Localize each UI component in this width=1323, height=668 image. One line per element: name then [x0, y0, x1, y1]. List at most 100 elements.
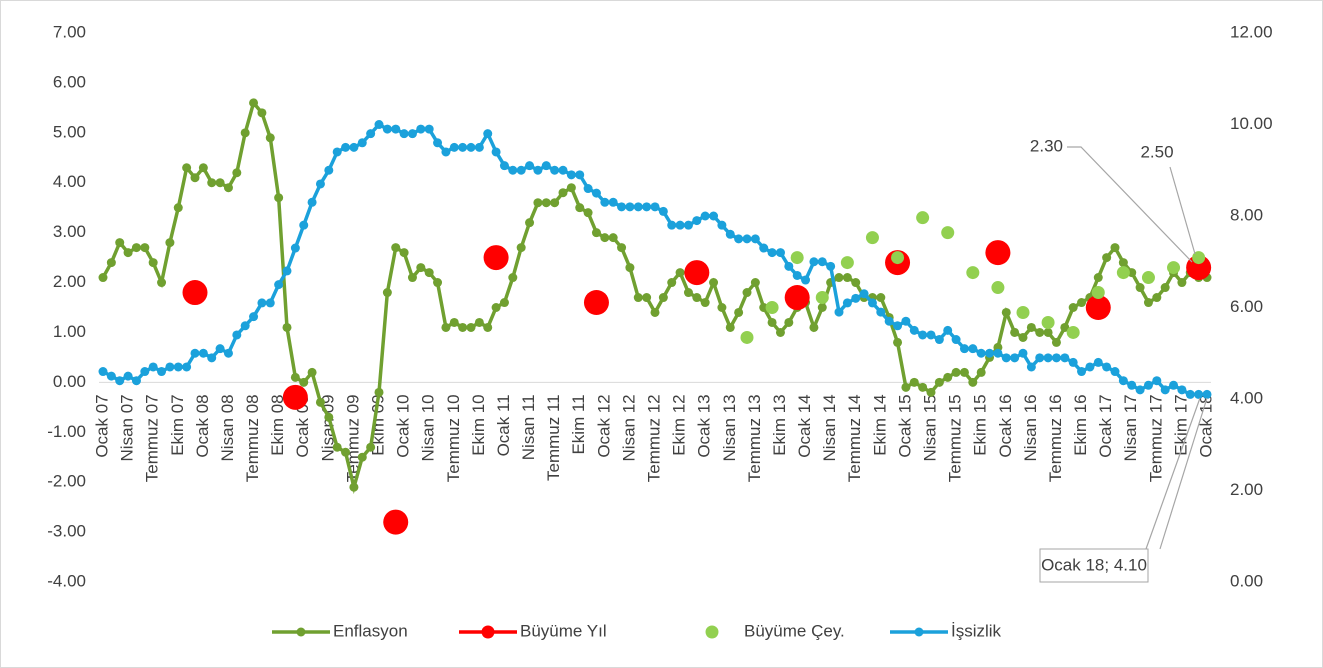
point — [1010, 327, 1020, 337]
point — [315, 179, 325, 189]
point — [667, 278, 677, 288]
x-tick-label: Ekim 13 — [770, 394, 789, 455]
point — [499, 298, 509, 308]
point — [424, 124, 434, 134]
annotation: 2.30 — [1030, 136, 1063, 155]
point — [991, 281, 1005, 295]
point — [307, 367, 317, 377]
point — [1010, 353, 1020, 363]
legend-item: Enflasyon — [272, 621, 408, 640]
point — [976, 348, 986, 358]
point — [826, 261, 836, 271]
point — [391, 243, 401, 253]
x-tick-label: Nisan 10 — [419, 394, 438, 461]
point — [667, 220, 677, 230]
point — [1001, 307, 1011, 317]
point — [1077, 298, 1087, 308]
point — [790, 251, 804, 265]
point — [1177, 385, 1187, 395]
point — [274, 193, 284, 203]
point — [633, 293, 643, 303]
point — [1018, 348, 1028, 358]
x-tick-label: Ekim 08 — [268, 394, 287, 455]
point — [441, 147, 451, 157]
x-tick-label: Ocak 12 — [594, 394, 613, 457]
annotation: 2.50 — [1140, 142, 1173, 161]
point — [1035, 327, 1045, 337]
point — [1118, 258, 1128, 268]
point — [934, 377, 944, 387]
point — [198, 348, 208, 358]
point — [1110, 367, 1120, 377]
point — [876, 293, 886, 303]
point — [1051, 353, 1061, 363]
x-tick-label: Ekim 12 — [670, 394, 689, 455]
point — [742, 234, 752, 244]
y-tick-label: -2.00 — [47, 472, 86, 491]
point — [282, 384, 308, 410]
point — [232, 330, 242, 340]
x-tick-label: Ocak 07 — [92, 394, 111, 457]
point — [909, 377, 919, 387]
series-3 — [98, 120, 1212, 399]
point — [1143, 380, 1153, 390]
point — [1186, 255, 1212, 281]
point — [1192, 251, 1206, 265]
point — [148, 362, 158, 372]
x-tick-label: Ocak 10 — [394, 394, 413, 457]
point — [1068, 357, 1078, 367]
point — [891, 251, 905, 265]
point — [541, 198, 551, 208]
point — [366, 442, 376, 452]
y-tick-label: 7.00 — [53, 22, 86, 41]
point — [349, 482, 359, 492]
x-tick-label: Nisan 14 — [820, 394, 839, 461]
point — [1093, 273, 1103, 283]
legend-label: Büyüme Yıl — [520, 621, 607, 640]
x-tick-label: Ekim 15 — [971, 394, 990, 455]
point — [709, 278, 719, 288]
point — [290, 243, 300, 253]
point — [1102, 362, 1112, 372]
point — [449, 142, 459, 152]
point — [1051, 337, 1061, 347]
point — [516, 165, 526, 175]
point — [817, 257, 827, 267]
point — [508, 165, 518, 175]
point — [600, 233, 610, 243]
point — [407, 273, 417, 283]
x-tick-label: Ocak 08 — [193, 394, 212, 457]
x-tick-label: Ekim 16 — [1071, 394, 1090, 455]
point — [182, 362, 192, 372]
point — [876, 307, 886, 317]
point — [165, 238, 175, 248]
point — [851, 293, 861, 303]
point — [926, 330, 936, 340]
point — [399, 248, 409, 258]
point — [1127, 268, 1137, 278]
point — [642, 293, 652, 303]
point — [566, 183, 576, 193]
x-tick-label: Temmuz 07 — [143, 394, 162, 482]
x-tick-label: Ocak 15 — [895, 394, 914, 457]
y-tick-label: 4.00 — [53, 172, 86, 191]
legend-item: Büyüme Çey. — [705, 621, 845, 640]
leader-line — [1067, 146, 1193, 263]
point — [993, 348, 1003, 358]
point — [474, 142, 484, 152]
point — [918, 330, 928, 340]
point — [240, 321, 250, 331]
point — [801, 275, 811, 285]
x-tick-label: Temmuz 12 — [644, 394, 663, 482]
point — [1169, 380, 1179, 390]
point — [650, 202, 660, 212]
x-tick-label: Ocak 17 — [1096, 394, 1115, 457]
point — [391, 124, 401, 134]
leader-line — [1159, 397, 1208, 550]
point — [157, 367, 167, 377]
point — [842, 273, 852, 283]
point — [1127, 380, 1137, 390]
legend-label: Enflasyon — [333, 621, 408, 640]
x-tick-label: Temmuz 17 — [1146, 394, 1165, 482]
point — [734, 307, 744, 317]
